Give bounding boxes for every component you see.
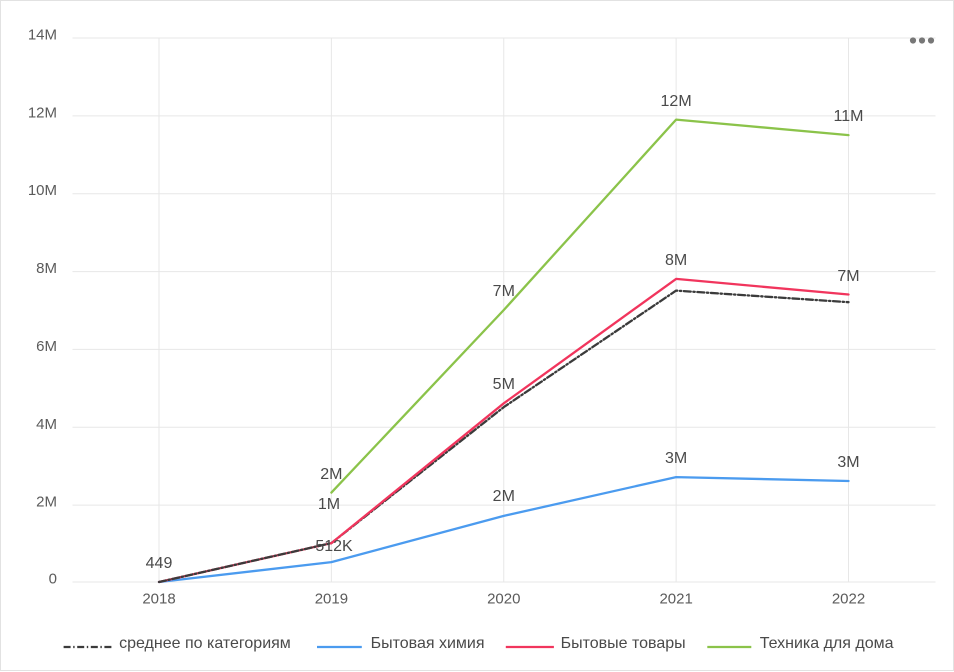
svg-text:12M: 12M xyxy=(28,104,57,121)
svg-text:11M: 11M xyxy=(834,108,864,125)
svg-text:7M: 7M xyxy=(493,283,515,300)
svg-text:7M: 7M xyxy=(837,268,859,285)
svg-text:3M: 3M xyxy=(837,454,859,471)
svg-text:2018: 2018 xyxy=(142,591,175,608)
svg-text:2M: 2M xyxy=(320,466,342,483)
svg-text:12M: 12M xyxy=(661,93,692,110)
svg-text:4M: 4M xyxy=(36,416,57,433)
svg-text:6M: 6M xyxy=(36,338,57,355)
svg-text:5M: 5M xyxy=(493,376,515,393)
svg-text:1M: 1M xyxy=(318,496,340,513)
svg-text:2022: 2022 xyxy=(832,591,865,608)
svg-text:0: 0 xyxy=(49,571,57,588)
svg-text:2019: 2019 xyxy=(315,591,348,608)
svg-text:512K: 512K xyxy=(315,538,353,555)
svg-text:2M: 2M xyxy=(493,488,515,505)
svg-text:3M: 3M xyxy=(665,450,687,467)
svg-text:8M: 8M xyxy=(36,260,57,277)
svg-text:2M: 2M xyxy=(36,494,57,511)
svg-text:10M: 10M xyxy=(28,182,57,199)
svg-text:8M: 8M xyxy=(665,252,687,269)
svg-text:2020: 2020 xyxy=(487,591,520,608)
svg-text:14M: 14M xyxy=(28,27,57,44)
svg-text:449: 449 xyxy=(146,555,173,572)
svg-text:2021: 2021 xyxy=(659,591,692,608)
